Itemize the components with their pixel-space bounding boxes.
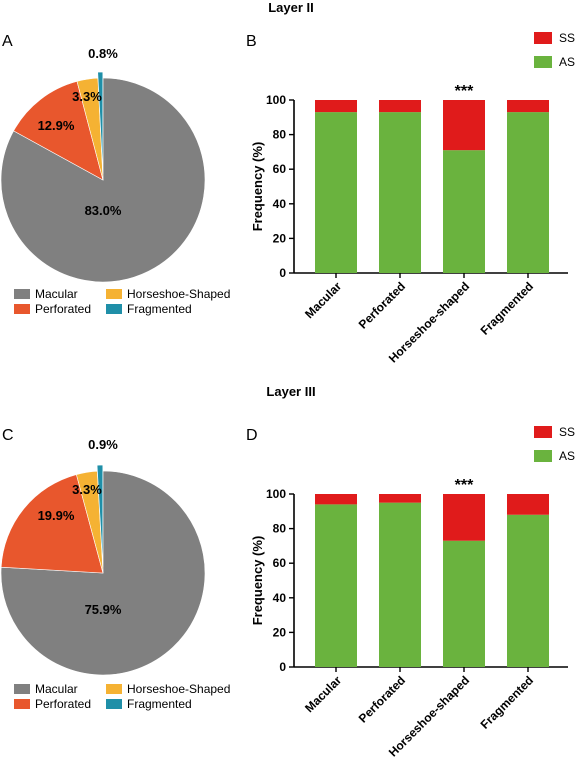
legend-swatch-horseshoe-shaped bbox=[106, 289, 122, 299]
legend-label-as: AS bbox=[559, 55, 575, 69]
pie-label-horseshoe-shaped: 3.3% bbox=[72, 482, 102, 497]
pie-slice-macular bbox=[0, 77, 206, 283]
bar-ss-perforated bbox=[379, 494, 421, 503]
y-axis-label: Frequency (%) bbox=[250, 536, 265, 626]
bar-as-perforated bbox=[379, 502, 421, 667]
panel-label-b: B bbox=[246, 33, 257, 50]
panel-label-c: C bbox=[2, 427, 14, 444]
y-tick-label: 0 bbox=[279, 266, 286, 280]
bar-as-horseshoe-shaped bbox=[443, 540, 485, 667]
legend-label-perforated: Perforated bbox=[35, 697, 91, 711]
y-tick-label: 100 bbox=[266, 93, 286, 107]
x-tick-label-fragmented: Fragmented bbox=[478, 279, 536, 337]
y-tick-label: 60 bbox=[273, 162, 287, 176]
legend-label-macular: Macular bbox=[35, 682, 78, 696]
y-tick-label: 100 bbox=[266, 487, 286, 501]
y-tick-label: 40 bbox=[273, 197, 287, 211]
bar-ss-macular bbox=[315, 494, 357, 505]
panel-label-d: D bbox=[246, 427, 258, 444]
legend-swatch-as bbox=[534, 450, 552, 462]
bar-ss-horseshoe-shaped bbox=[443, 100, 485, 151]
x-tick-label-fragmented: Fragmented bbox=[478, 673, 536, 731]
pie-label-macular: 75.9% bbox=[85, 602, 122, 617]
bar-as-horseshoe-shaped bbox=[443, 150, 485, 273]
x-tick-label-macular: Macular bbox=[302, 279, 344, 321]
legend-swatch-as bbox=[534, 56, 552, 68]
section-title-layer-ii: Layer II bbox=[268, 0, 314, 15]
pie-label-fragmented: 0.8% bbox=[88, 46, 118, 61]
legend-label-perforated: Perforated bbox=[35, 302, 91, 316]
bar-ss-macular bbox=[315, 100, 357, 113]
pie-label-perforated: 12.9% bbox=[38, 118, 75, 133]
legend-label-macular: Macular bbox=[35, 287, 78, 301]
y-tick-label: 20 bbox=[273, 231, 287, 245]
y-tick-label: 80 bbox=[273, 522, 287, 536]
stacked-bar-chart-layer-ii: 0 20 40 60 80 100 Frequency (%) Macular Perforat… bbox=[250, 31, 575, 366]
x-tick-label-macular: Macular bbox=[302, 673, 344, 715]
bar-as-macular bbox=[315, 504, 357, 667]
legend-swatch-macular bbox=[14, 684, 30, 694]
x-tick-label-perforated: Perforated bbox=[356, 673, 408, 725]
y-tick-label: 40 bbox=[273, 591, 287, 605]
legend-label-ss: SS bbox=[559, 31, 575, 45]
bar-ss-fragmented bbox=[507, 100, 549, 113]
legend-swatch-macular bbox=[14, 289, 30, 299]
y-tick-label: 80 bbox=[273, 128, 287, 142]
pie-label-perforated: 19.9% bbox=[38, 508, 75, 523]
significance-marker: *** bbox=[455, 83, 474, 100]
legend-label-fragmented: Fragmented bbox=[127, 697, 192, 711]
bar-as-macular bbox=[315, 112, 357, 273]
pie-slice-fragmented bbox=[96, 464, 104, 568]
pie-slice-fragmented bbox=[97, 71, 104, 175]
bar-as-fragmented bbox=[507, 514, 549, 667]
pie-slice-perforated bbox=[13, 80, 104, 181]
stacked-bar-chart-layer-iii: 0 20 40 60 80 100 Frequency (%) Macular Perforat… bbox=[250, 425, 575, 760]
y-axis-label: Frequency (%) bbox=[250, 142, 265, 232]
pie-label-horseshoe-shaped: 3.3% bbox=[72, 89, 102, 104]
x-tick-label-perforated: Perforated bbox=[356, 279, 408, 331]
legend-swatch-fragmented bbox=[106, 699, 122, 709]
y-tick-label: 60 bbox=[273, 556, 287, 570]
y-tick-label: 20 bbox=[273, 625, 287, 639]
pie-label-macular: 83.0% bbox=[85, 203, 122, 218]
bar-ss-perforated bbox=[379, 100, 421, 113]
bar-as-fragmented bbox=[507, 112, 549, 273]
legend-label-horseshoe-shaped: Horseshoe-Shaped bbox=[127, 682, 230, 696]
bar-as-perforated bbox=[379, 112, 421, 273]
legend-swatch-perforated bbox=[14, 304, 30, 314]
y-tick-label: 0 bbox=[279, 660, 286, 674]
legend-label-ss: SS bbox=[559, 425, 575, 439]
significance-marker: *** bbox=[455, 477, 474, 494]
pie-label-fragmented: 0.9% bbox=[88, 437, 118, 452]
panel-label-a: A bbox=[2, 33, 13, 50]
legend-swatch-ss bbox=[534, 32, 552, 44]
legend-swatch-perforated bbox=[14, 699, 30, 709]
pie-slice-perforated bbox=[0, 474, 104, 574]
legend-swatch-horseshoe-shaped bbox=[106, 684, 122, 694]
legend-label-fragmented: Fragmented bbox=[127, 302, 192, 316]
legend-swatch-fragmented bbox=[106, 304, 122, 314]
legend-label-as: AS bbox=[559, 449, 575, 463]
section-title-layer-iii: Layer III bbox=[266, 384, 315, 399]
bar-ss-horseshoe-shaped bbox=[443, 494, 485, 541]
legend-swatch-ss bbox=[534, 426, 552, 438]
bar-ss-fragmented bbox=[507, 494, 549, 515]
legend-label-horseshoe-shaped: Horseshoe-Shaped bbox=[127, 287, 230, 301]
